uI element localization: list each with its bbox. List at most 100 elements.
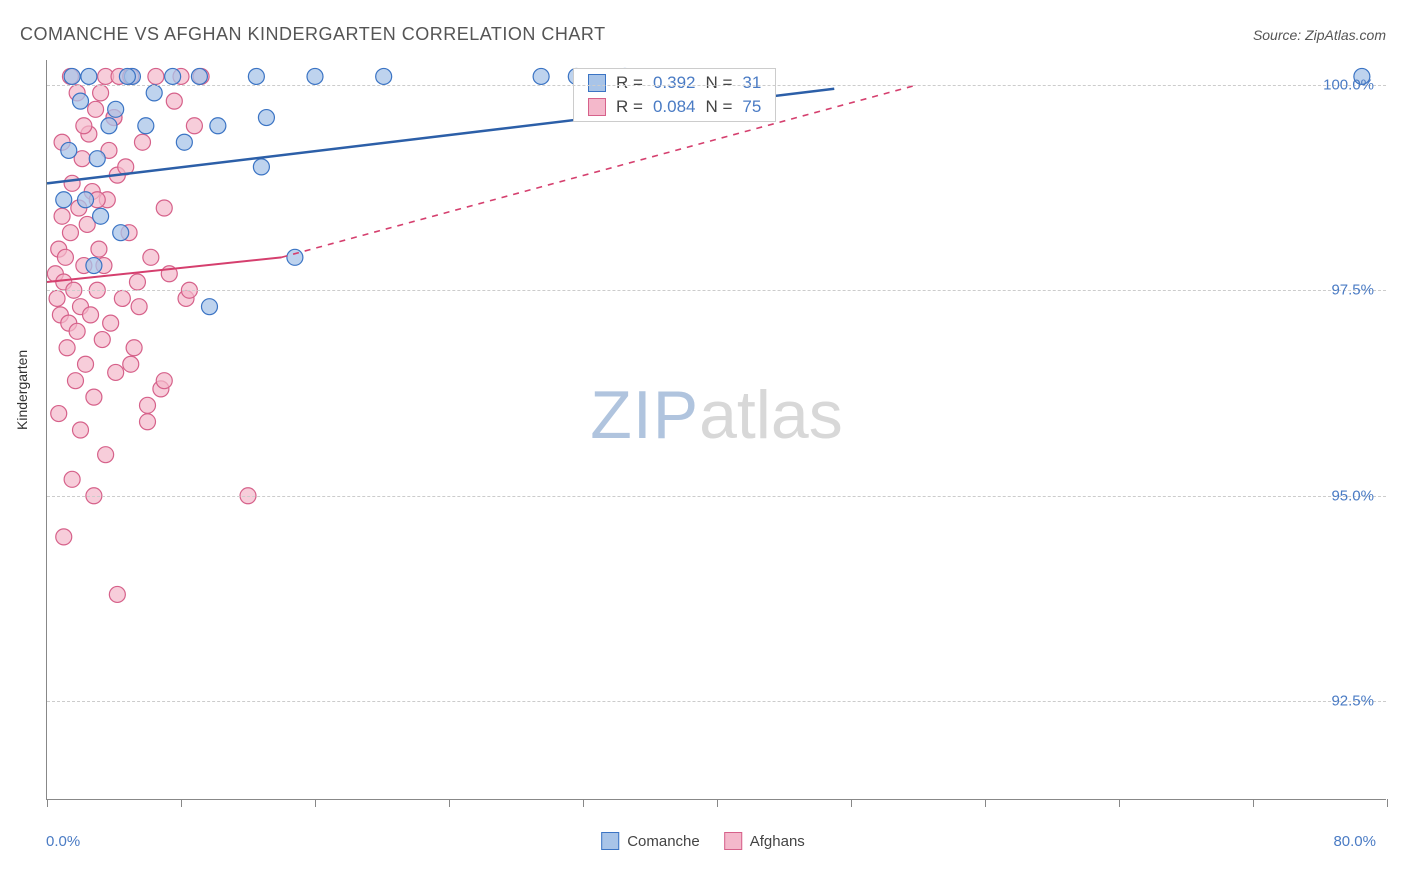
stats-r-value: 0.392 — [653, 73, 696, 93]
x-tick-label-min: 0.0% — [46, 833, 80, 850]
scatter-point — [156, 200, 172, 216]
scatter-point — [56, 529, 72, 545]
scatter-point — [138, 118, 154, 134]
scatter-point — [108, 364, 124, 380]
scatter-point — [134, 134, 150, 150]
scatter-point — [89, 151, 105, 167]
scatter-point — [176, 134, 192, 150]
legend-item: Afghans — [724, 832, 805, 850]
scatter-point — [54, 208, 70, 224]
scatter-point — [49, 290, 65, 306]
legend-swatch — [724, 832, 742, 850]
scatter-point — [76, 118, 92, 134]
scatter-point — [191, 68, 207, 84]
legend-label: Comanche — [627, 833, 700, 850]
stats-n-value: 75 — [742, 97, 761, 117]
scatter-point — [114, 290, 130, 306]
chart-plot-area: ZIPatlas R =0.392N =31R =0.084N =75 100.… — [46, 60, 1386, 800]
scatter-point — [146, 85, 162, 101]
scatter-point — [88, 101, 104, 117]
stats-legend-box: R =0.392N =31R =0.084N =75 — [573, 68, 776, 122]
x-tick — [985, 799, 986, 807]
scatter-point — [156, 373, 172, 389]
legend-item: Comanche — [601, 832, 700, 850]
scatter-plot-svg — [47, 60, 1386, 799]
x-tick — [181, 799, 182, 807]
x-tick — [717, 799, 718, 807]
scatter-point — [86, 389, 102, 405]
scatter-point — [307, 68, 323, 84]
legend-label: Afghans — [750, 833, 805, 850]
scatter-point — [83, 307, 99, 323]
scatter-point — [258, 110, 274, 126]
y-gridline — [47, 701, 1386, 702]
scatter-point — [140, 414, 156, 430]
y-tick-label: 97.5% — [1331, 282, 1374, 299]
x-tick — [315, 799, 316, 807]
y-tick-label: 95.0% — [1331, 487, 1374, 504]
scatter-point — [109, 586, 125, 602]
scatter-point — [287, 249, 303, 265]
bottom-legend: Comanche Afghans — [601, 832, 805, 850]
y-tick-label: 92.5% — [1331, 693, 1374, 710]
scatter-point — [56, 192, 72, 208]
scatter-point — [201, 299, 217, 315]
scatter-point — [113, 225, 129, 241]
scatter-point — [143, 249, 159, 265]
stats-r-label: R = — [616, 97, 643, 117]
scatter-point — [73, 422, 89, 438]
scatter-point — [126, 340, 142, 356]
scatter-point — [148, 68, 164, 84]
scatter-point — [376, 68, 392, 84]
scatter-point — [64, 68, 80, 84]
scatter-point — [93, 208, 109, 224]
scatter-point — [78, 356, 94, 372]
stats-r-label: R = — [616, 73, 643, 93]
scatter-point — [78, 192, 94, 208]
stats-n-label: N = — [705, 97, 732, 117]
scatter-point — [140, 397, 156, 413]
y-gridline — [47, 496, 1386, 497]
scatter-point — [131, 299, 147, 315]
stats-row: R = 0.084 N = 75 — [574, 95, 775, 119]
scatter-point — [165, 68, 181, 84]
scatter-point — [64, 471, 80, 487]
scatter-point — [94, 332, 110, 348]
scatter-point — [59, 340, 75, 356]
legend-swatch — [601, 832, 619, 850]
scatter-point — [93, 85, 109, 101]
scatter-point — [533, 68, 549, 84]
chart-source: Source: ZipAtlas.com — [1253, 27, 1386, 43]
scatter-point — [86, 258, 102, 274]
x-tick — [583, 799, 584, 807]
x-tick — [1387, 799, 1388, 807]
x-tick — [1119, 799, 1120, 807]
scatter-point — [123, 356, 139, 372]
scatter-point — [51, 406, 67, 422]
scatter-point — [81, 68, 97, 84]
x-tick — [1253, 799, 1254, 807]
scatter-point — [166, 93, 182, 109]
scatter-point — [57, 249, 73, 265]
scatter-point — [103, 315, 119, 331]
scatter-point — [67, 373, 83, 389]
scatter-point — [129, 274, 145, 290]
scatter-point — [61, 142, 77, 158]
x-tick — [47, 799, 48, 807]
scatter-point — [101, 118, 117, 134]
chart-title: COMANCHE VS AFGHAN KINDERGARTEN CORRELAT… — [20, 24, 606, 45]
scatter-point — [210, 118, 226, 134]
y-axis-label: Kindergarten — [14, 350, 30, 430]
x-tick — [851, 799, 852, 807]
y-gridline — [47, 85, 1386, 86]
scatter-point — [253, 159, 269, 175]
scatter-point — [73, 93, 89, 109]
stats-n-label: N = — [705, 73, 732, 93]
stats-r-value: 0.084 — [653, 97, 696, 117]
scatter-point — [98, 447, 114, 463]
x-tick-label-max: 80.0% — [1333, 833, 1376, 850]
chart-header: COMANCHE VS AFGHAN KINDERGARTEN CORRELAT… — [0, 0, 1406, 57]
stats-swatch — [588, 98, 606, 116]
scatter-point — [186, 118, 202, 134]
stats-swatch — [588, 74, 606, 92]
